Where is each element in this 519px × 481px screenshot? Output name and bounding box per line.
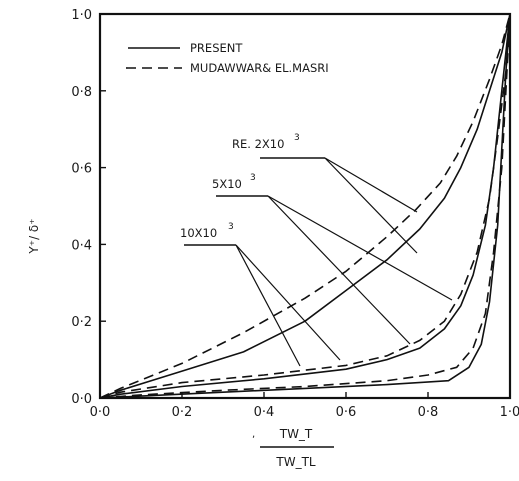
legend-label-present: PRESENT: [190, 41, 243, 55]
x-axis-label-numerator: TW_T: [279, 427, 313, 441]
legend-label-mudawwar: MUDAWWAR& EL.MASRI: [190, 61, 329, 75]
curves-layer: [99, 13, 511, 399]
annotation-re-5e3: 5X10 3: [212, 173, 453, 345]
x-tick-label: 1·0: [500, 405, 519, 420]
series-line-dashed-5: [99, 13, 511, 399]
x-axis-label-denominator: TW_TL: [275, 455, 316, 469]
annotation-text: 5X10: [212, 177, 242, 191]
x-tick-label: 0·8: [418, 405, 439, 420]
y-tick-label: 1·0: [71, 8, 92, 23]
y-tick-label: 0·6: [71, 162, 92, 177]
x-axis-label-mark: ,: [252, 429, 255, 440]
annotation-sup: 3: [228, 222, 234, 232]
x-tick-label: 0·2: [172, 405, 193, 420]
x-tick-label: 0·4: [254, 405, 275, 420]
y-tick-label: 0·2: [71, 315, 92, 330]
annotation-sup: 3: [294, 133, 300, 143]
series-line-dashed-3: [99, 13, 511, 399]
leader-line: [267, 195, 411, 345]
y-tick-label: 0·8: [71, 85, 92, 100]
plot-border: [98, 12, 512, 400]
annotation-re-2e3: RE. 2X10 3: [232, 133, 418, 254]
x-tick-label: 0·6: [336, 405, 357, 420]
tick-layer: [99, 13, 511, 399]
leader-line: [267, 195, 453, 301]
legend: PRESENT MUDAWWAR& EL.MASRI: [126, 41, 329, 75]
series-line-dashed-1: [99, 13, 511, 399]
annotation-sup: 3: [250, 173, 256, 183]
leader-line: [324, 157, 418, 213]
y-axis-label: Y⁺/ δ⁺: [27, 218, 41, 254]
x-axis-label: , TW_T TW_TL: [252, 427, 334, 469]
series-line-solid-0: [99, 13, 511, 399]
annotation-re-10e3: 10X10 3: [180, 222, 341, 367]
leader-line: [235, 244, 301, 367]
series-line-solid-4: [99, 13, 511, 399]
annotation-text: RE. 2X10: [232, 137, 284, 151]
y-tick-label: 0·4: [71, 238, 92, 253]
annotation-text: 10X10: [180, 226, 217, 240]
y-tick-label: 0·0: [71, 392, 92, 407]
leader-line: [235, 244, 341, 361]
plot-frame: [98, 12, 512, 400]
series-line-solid-2: [99, 13, 511, 399]
x-tick-label: 0·0: [90, 405, 111, 420]
leader-line: [324, 157, 418, 254]
tick-labels: 0·0 0·2 0·4 0·6 0·8 1·0 0·0 0·2 0·4 0·6 0·8 1·0: [71, 8, 519, 420]
